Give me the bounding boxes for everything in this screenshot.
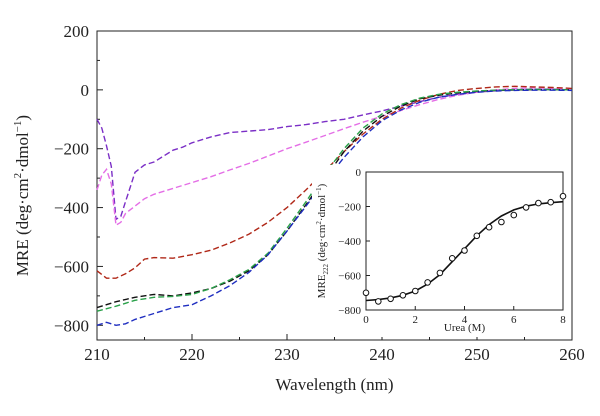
- inset-y-tick-label: −600: [338, 271, 361, 283]
- main-x-tick-label: 250: [464, 345, 490, 364]
- main-plot-series: [96, 85, 573, 327]
- inset-data-point: [461, 247, 468, 254]
- main-y-label-sup2: −1: [12, 121, 24, 133]
- inset-data-point: [522, 204, 530, 211]
- inset-data-point: [412, 287, 419, 295]
- inset-y-label-sub: 222: [322, 263, 330, 274]
- inset-x-tick-label: 2: [413, 314, 419, 326]
- inset-plot-series: [362, 192, 567, 305]
- inset-data-point: [375, 298, 382, 305]
- inset-data-point: [547, 198, 555, 206]
- inset-background: [312, 165, 570, 337]
- main-x-tick-label: 260: [559, 345, 585, 364]
- main-x-tick-label: 230: [274, 345, 300, 364]
- main-y-tick-label: −600: [54, 257, 89, 276]
- inset-data-point: [498, 218, 505, 226]
- main-y-tick-label: −200: [54, 140, 89, 159]
- inset-data-point: [362, 289, 370, 297]
- inset-data-point: [436, 269, 444, 277]
- main-y-tick-label: −800: [54, 316, 89, 335]
- main-y-axis-label: MRE (deg·cm2·dmol−1): [12, 115, 32, 276]
- inset-y-label-part-b: (deg·cm: [316, 224, 328, 264]
- inset-y-label-part-d: ): [316, 183, 328, 187]
- inset-y-tick-label: 0: [356, 167, 362, 179]
- main-series-line-6: [96, 89, 573, 327]
- main-x-tick-label: 210: [84, 345, 110, 364]
- main-y-label-sup1: 2: [12, 173, 24, 179]
- main-y-label-part-c: ): [13, 115, 32, 121]
- inset-y-tick-label: −400: [338, 236, 361, 248]
- main-y-tick-label: 0: [81, 81, 90, 100]
- main-series-line-3: [96, 85, 573, 279]
- main-x-tick-label: 220: [179, 345, 205, 364]
- inset-y-tick-label: −200: [338, 202, 361, 214]
- inset-x-tick-label: 4: [462, 314, 468, 326]
- inset-x-tick-label: 0: [363, 314, 369, 326]
- inset-y-tick-label: −800: [338, 305, 361, 317]
- inset-y-axis-label: MRE222 (deg·cm2·dmol−1): [315, 183, 330, 298]
- main-y-label-part-a: MRE (deg·cm: [13, 178, 32, 276]
- inset-data-point: [448, 254, 456, 262]
- inset-y-label-part-c: ·dmol: [316, 195, 328, 221]
- inset-data-point: [510, 211, 518, 219]
- inset-data-point: [399, 292, 407, 299]
- inset-y-label-part-a: MRE: [316, 274, 328, 298]
- inset-data-point: [485, 223, 493, 231]
- inset-y-label-sup1: 2: [315, 221, 323, 225]
- main-series-line-5: [96, 88, 573, 312]
- main-y-tick-label: −400: [54, 199, 89, 218]
- inset-data-point: [535, 199, 542, 207]
- inset-y-label-sup2: −1: [315, 187, 323, 195]
- inset-data-point: [559, 192, 567, 200]
- inset-data-point: [424, 279, 431, 286]
- inset-data-point: [387, 295, 394, 303]
- main-x-axis-label: Wavelength (nm): [275, 375, 393, 394]
- main-x-tick-label: 240: [369, 345, 395, 364]
- main-y-tick-label: 200: [64, 22, 90, 41]
- inset-x-axis-label: Urea (M): [444, 322, 486, 334]
- inset-plot-axes: 0 2 4 6 8 0 −200 −400 −600 −800: [338, 167, 566, 326]
- inset-x-tick-label: 8: [560, 314, 566, 326]
- main-y-label-part-b: ·dmol: [13, 132, 32, 173]
- inset-data-point: [473, 232, 481, 240]
- inset-x-tick-label: 6: [511, 314, 517, 326]
